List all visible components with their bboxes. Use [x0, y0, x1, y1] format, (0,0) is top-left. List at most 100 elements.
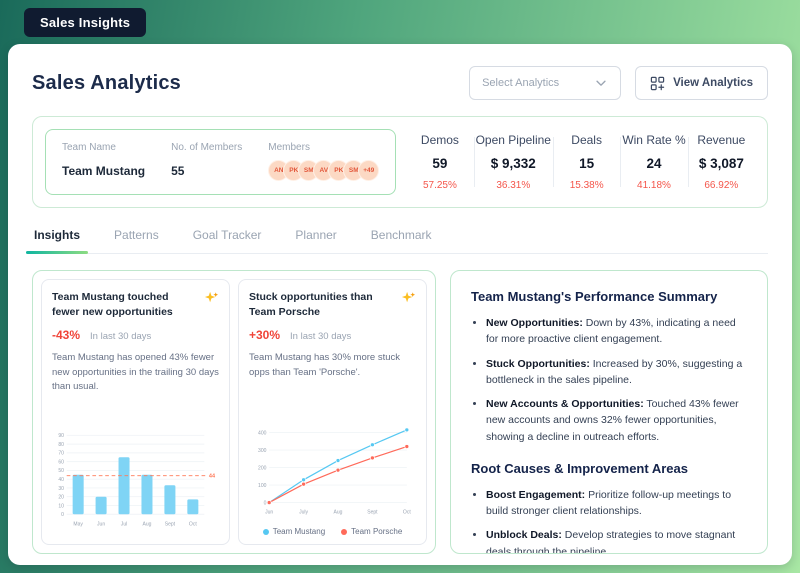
svg-text:60: 60: [58, 460, 64, 466]
svg-text:Jun: Jun: [265, 510, 273, 516]
member-avatars: AN PK SM AV PK SM +49: [268, 160, 380, 181]
delta-value: +30%: [249, 328, 281, 343]
stat-demos: Demos 59 57.25%: [406, 129, 473, 195]
summary-title: Team Mustang's Performance Summary: [471, 289, 718, 304]
stat-percent: 41.18%: [637, 180, 671, 191]
svg-text:10: 10: [58, 504, 64, 510]
view-analytics-label: View Analytics: [673, 77, 753, 89]
insight-delta-row: +30% In last 30 days: [249, 328, 416, 342]
stat-revenue: Revenue $ 3,087 66.92%: [687, 129, 755, 195]
summary-bullet: Unblock Deals: Develop strategies to mov…: [486, 527, 747, 553]
main-card: Sales Analytics Select Analytics View: [8, 44, 792, 565]
delta-period: In last 30 days: [90, 331, 152, 343]
svg-text:Sept: Sept: [165, 522, 176, 528]
svg-text:44: 44: [209, 474, 216, 480]
summary-subtitle: Root Causes & Improvement Areas: [471, 460, 688, 476]
svg-text:Jul: Jul: [121, 522, 127, 528]
insight-card-new-opportunities: Team Mustang touched fewer new opportuni…: [41, 279, 230, 545]
team-name-field: Team Name Team Mustang: [62, 142, 145, 178]
svg-text:40: 40: [58, 477, 64, 483]
team-name-label: Team Name: [62, 142, 116, 153]
tab-goal-tracker[interactable]: Goal Tracker: [191, 228, 264, 253]
stat-value: 24: [646, 156, 662, 171]
tab-bar: Insights Patterns Goal Tracker Planner Bench…: [25, 228, 768, 254]
svg-text:Jun: Jun: [97, 522, 105, 528]
svg-text:30: 30: [58, 486, 64, 492]
svg-text:Oct: Oct: [403, 510, 411, 516]
stat-percent: 15.38%: [569, 180, 604, 191]
summary-bullet: Boost Engagement: Prioritize follow-up m…: [486, 487, 747, 520]
summary-bullet-list: New Opportunities: Down by 43%, indicati…: [471, 315, 747, 445]
view-analytics-button[interactable]: View Analytics: [635, 66, 768, 100]
delta-value: -43%: [52, 328, 81, 343]
legend-dot: [262, 528, 269, 535]
insights-panel: Team Mustang touched fewer new opportuni…: [32, 270, 436, 554]
insight-description: Team Mustang has opened 43% fewer new op…: [52, 352, 219, 392]
delta-period: In last 30 days: [290, 331, 352, 343]
team-members-count-field: No. of Members 55: [171, 142, 242, 178]
stat-label: Open Pipeline: [475, 133, 551, 147]
insight-title: Stuck opportunities than Team Porsche: [249, 291, 373, 318]
tab-insights[interactable]: Insights: [25, 228, 89, 254]
stat-value: 15: [579, 156, 595, 171]
svg-text:May: May: [73, 522, 83, 528]
chart-legend: Team Mustang Team Porsche: [249, 527, 416, 538]
stat-label: Win Rate %: [622, 133, 686, 147]
svg-text:50: 50: [58, 469, 64, 475]
stat-label: Deals: [571, 133, 602, 147]
kpi-stats-row: Demos 59 57.25% Open Pipeline $ 9,332 36.31% D…: [406, 129, 755, 195]
chevron-down-icon: [596, 80, 606, 86]
stat-percent: 57.25%: [422, 180, 457, 191]
summary-panel: Team Mustang's Performance Summary New O…: [450, 270, 768, 554]
content-area: Team Mustang touched fewer new opportuni…: [32, 270, 768, 554]
insight-delta-row: -43% In last 30 days: [52, 328, 219, 342]
stat-percent: 66.92%: [704, 180, 739, 191]
svg-text:70: 70: [58, 451, 64, 457]
insight-card-header: Stuck opportunities than Team Porsche: [249, 290, 416, 319]
svg-text:200: 200: [258, 465, 267, 471]
stat-label: Demos: [420, 133, 459, 147]
team-name-value: Team Mustang: [62, 164, 146, 178]
svg-text:80: 80: [58, 442, 64, 448]
insight-card-stuck-opportunities: Stuck opportunities than Team Porsche +3…: [238, 279, 427, 545]
legend-item-team-porsche: Team Porsche: [341, 527, 402, 536]
stat-label: Revenue: [697, 133, 746, 147]
tab-benchmark[interactable]: Benchmark: [369, 228, 434, 253]
summary-bullet: New Opportunities: Down by 43%, indicati…: [486, 315, 747, 348]
legend-item-team-mustang: Team Mustang: [262, 527, 326, 536]
tab-planner[interactable]: Planner: [293, 228, 338, 253]
insight-title: Team Mustang touched fewer new opportuni…: [52, 291, 173, 318]
svg-text:Aug: Aug: [334, 510, 343, 516]
stat-open-pipeline: Open Pipeline $ 9,332 36.31%: [473, 129, 553, 195]
stat-deals: Deals 15 15.38%: [552, 129, 620, 195]
stat-win-rate: Win Rate % 24 41.18%: [620, 129, 687, 195]
header-controls: Select Analytics View Analytics: [469, 66, 768, 100]
svg-text:July: July: [299, 510, 308, 516]
svg-text:90: 90: [58, 434, 64, 440]
insight-card-header: Team Mustang touched fewer new opportuni…: [52, 290, 219, 319]
svg-text:Oct: Oct: [189, 522, 197, 528]
stat-value: 59: [432, 156, 448, 171]
summary-bullet: Stuck Opportunities: Increased by 30%, s…: [486, 356, 747, 389]
dashboard-icon: [650, 76, 665, 90]
page-title: Sales Analytics: [32, 71, 182, 94]
insight-description: Team Mustang has 30% more stuck opps tha…: [249, 352, 401, 378]
summary-bullet: New Accounts & Opportunities: Touched 43…: [486, 396, 747, 445]
select-analytics-dropdown[interactable]: Select Analytics: [469, 66, 622, 100]
svg-text:400: 400: [258, 430, 267, 436]
legend-label: Team Porsche: [351, 527, 403, 536]
team-stats-card: Team Name Team Mustang No. of Members 55…: [32, 116, 768, 208]
svg-text:100: 100: [258, 483, 267, 489]
svg-text:20: 20: [58, 495, 64, 501]
tab-patterns[interactable]: Patterns: [112, 228, 161, 253]
avatar-more-chip[interactable]: +49: [358, 160, 380, 181]
stat-value: $ 9,332: [490, 156, 536, 171]
team-info-box: Team Name Team Mustang No. of Members 55…: [45, 129, 397, 195]
members-label: Members: [268, 142, 310, 153]
sparkle-icon: [204, 291, 219, 303]
top-bar: Sales Insights: [0, 0, 800, 44]
members-count-label: No. of Members: [171, 142, 243, 153]
legend-label: Team Mustang: [272, 527, 326, 536]
line-chart: 0 100 200 300 400 Jun July Aug Sept Oct: [249, 420, 416, 526]
